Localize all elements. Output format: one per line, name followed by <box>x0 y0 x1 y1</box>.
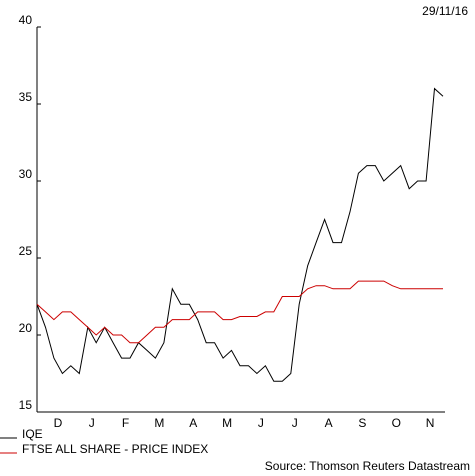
x-tick-label: M <box>222 416 232 430</box>
y-tick-label: 25 <box>19 244 33 258</box>
series-line <box>36 280 443 344</box>
x-tick-label: A <box>325 416 333 430</box>
x-tick-label: O <box>392 416 401 430</box>
x-tick-label: S <box>358 416 366 430</box>
series-line <box>36 87 444 382</box>
date-label: 29/11/16 <box>422 4 468 18</box>
x-tick-label: D <box>54 416 63 430</box>
y-tick-label: 40 <box>19 13 33 27</box>
y-tick-label: 15 <box>19 398 33 412</box>
x-tick-label: J <box>258 416 264 430</box>
x-tick-label: N <box>426 416 435 430</box>
x-tick-label: J <box>292 416 298 430</box>
source: Source: Thomson Reuters Datastream <box>265 459 470 473</box>
x-tick-label: A <box>189 416 197 430</box>
y-tick-label: 30 <box>19 167 33 181</box>
y-tick-label: 20 <box>19 321 33 335</box>
x-tick-label: M <box>154 416 164 430</box>
legend-label: IQE <box>22 427 43 441</box>
legend-label: FTSE ALL SHARE - PRICE INDEX <box>22 442 208 456</box>
y-tick-label: 35 <box>19 90 33 104</box>
x-tick-label: F <box>122 416 129 430</box>
x-tick-label: J <box>89 416 95 430</box>
